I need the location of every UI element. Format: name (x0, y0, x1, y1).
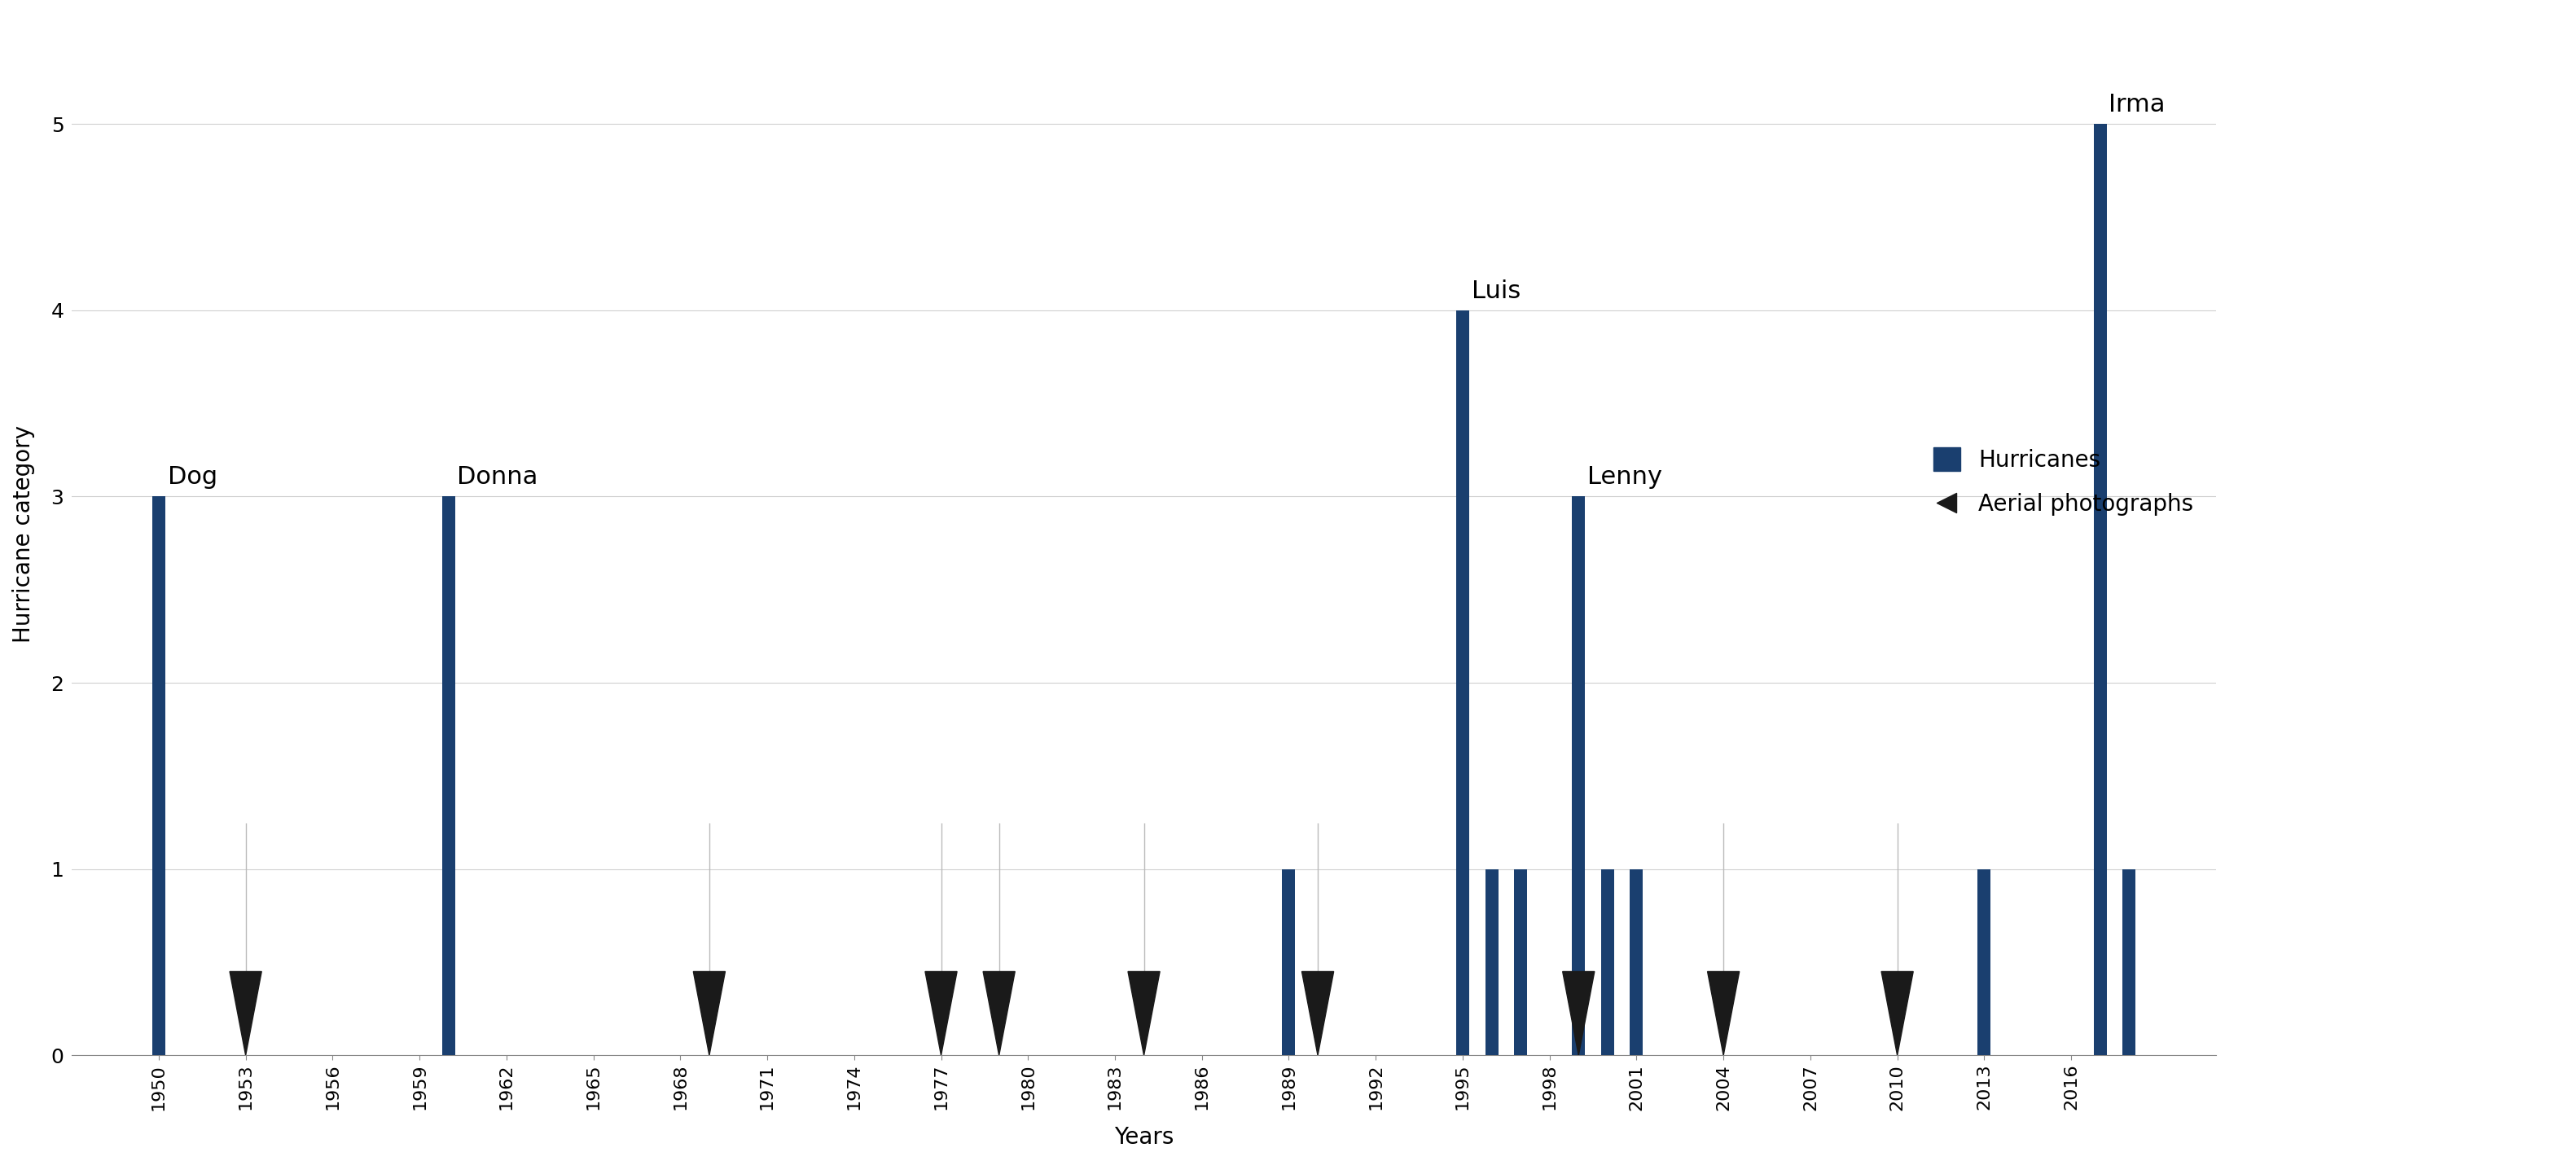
Polygon shape (1128, 972, 1159, 1055)
Bar (1631, 870, 1643, 1055)
Polygon shape (693, 972, 726, 1055)
Bar (1602, 870, 1615, 1055)
Legend: Hurricanes, Aerial photographs: Hurricanes, Aerial photographs (1922, 437, 2205, 527)
Text: Irma: Irma (2110, 93, 2166, 116)
Bar (2094, 124, 2107, 1055)
Bar (1978, 870, 1991, 1055)
Text: Dog: Dog (167, 466, 216, 489)
Text: Lenny: Lenny (1587, 466, 1662, 489)
Text: Donna: Donna (456, 466, 538, 489)
Polygon shape (925, 972, 958, 1055)
Y-axis label: Hurricane category: Hurricane category (13, 425, 36, 642)
Bar (2123, 870, 2136, 1055)
Text: Luis: Luis (1471, 279, 1520, 303)
Bar (443, 497, 456, 1055)
Polygon shape (1708, 972, 1739, 1055)
Bar (152, 497, 165, 1055)
Bar (1283, 870, 1296, 1055)
Bar (1515, 870, 1528, 1055)
Bar (1571, 497, 1584, 1055)
Polygon shape (1301, 972, 1334, 1055)
Polygon shape (1564, 972, 1595, 1055)
Bar (1455, 310, 1468, 1055)
Bar (1486, 870, 1499, 1055)
Polygon shape (1880, 972, 1914, 1055)
X-axis label: Years: Years (1113, 1126, 1175, 1148)
Polygon shape (984, 972, 1015, 1055)
Polygon shape (229, 972, 263, 1055)
